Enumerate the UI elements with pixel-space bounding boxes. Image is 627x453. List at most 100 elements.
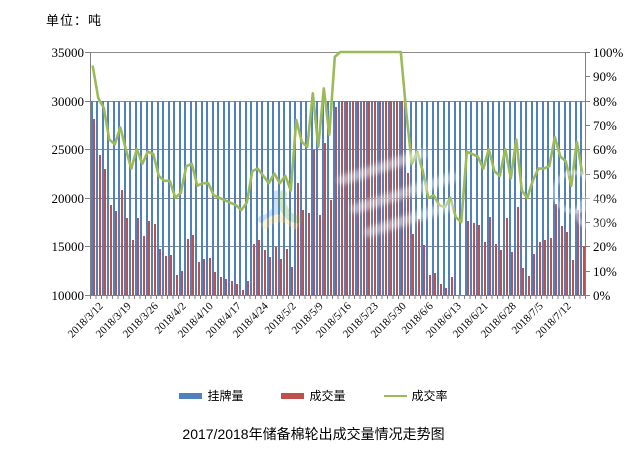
deal-bar (406, 172, 409, 295)
deal-bar (511, 252, 514, 295)
deal-bar (98, 155, 101, 295)
deal-bar (126, 218, 129, 295)
deal-bar (351, 100, 354, 295)
deal-bar (142, 235, 145, 295)
chart-title: 2017/2018年储备棉轮出成交量情况走势图 (182, 426, 445, 442)
left-axis-tick (85, 246, 90, 248)
deal-bar (505, 218, 508, 295)
deal-bar (219, 276, 222, 295)
unit-label: 单位：吨 (46, 13, 103, 28)
y-axis-tick-label: 30000 (51, 93, 85, 109)
deal-bar (153, 224, 156, 295)
deal-bar (192, 234, 195, 295)
deal-bar (582, 246, 585, 295)
deal-bar (313, 150, 316, 295)
gridline (90, 52, 585, 53)
listed-bar (217, 100, 220, 295)
deal-bar (527, 275, 530, 295)
deal-bar (483, 241, 486, 295)
deal-bar (170, 255, 173, 295)
left-axis-tick (85, 197, 90, 199)
listed-bar (442, 100, 445, 295)
deal-bar (522, 267, 525, 295)
listed-bar (239, 100, 242, 295)
listed-bar (525, 100, 528, 295)
listed-bar (222, 100, 225, 295)
left-axis-tick (85, 149, 90, 151)
deal-bar (467, 221, 470, 295)
deal-bar (412, 233, 415, 295)
right-axis-tick (585, 100, 590, 102)
right-axis-tick (585, 246, 590, 248)
deal-bar (428, 274, 431, 295)
deal-bar (395, 100, 398, 295)
deal-bar (417, 219, 420, 295)
deal-bar (324, 143, 327, 295)
deal-bar (494, 243, 497, 295)
rate-axis-tick-label: 10% (593, 263, 617, 279)
deal-bar (335, 107, 338, 295)
x-axis-ticks (90, 295, 586, 299)
deal-bar (181, 270, 184, 295)
left-axis-tick (85, 100, 90, 102)
deal-bar (291, 266, 294, 295)
deal-bar (159, 249, 162, 295)
deal-bar (93, 119, 96, 295)
deal-bar (566, 231, 569, 295)
deal-bar (175, 274, 178, 295)
deal-bar (346, 100, 349, 295)
deal-bar (555, 203, 558, 295)
deal-bar (544, 239, 547, 295)
listed-bar (228, 100, 231, 295)
deal-bar (225, 279, 228, 295)
deal-swatch (281, 392, 305, 399)
listed-bar (211, 100, 214, 295)
deal-bar (560, 226, 563, 295)
legend-item-deal: 成交量 (281, 387, 346, 404)
deal-bar (340, 100, 343, 295)
deal-bar (197, 262, 200, 295)
deal-bar (252, 243, 255, 295)
deal-bar (280, 259, 283, 295)
deal-bar (500, 250, 503, 295)
y-axis-tick-label: 20000 (51, 190, 85, 206)
deal-bar (390, 100, 393, 295)
rate-axis-tick-label: 40% (593, 190, 617, 206)
deal-bar (362, 100, 365, 295)
secondary-axis-line (585, 52, 586, 295)
deal-bar (549, 237, 552, 295)
rate-axis-tick-label: 80% (593, 93, 617, 109)
deal-bar (379, 100, 382, 295)
right-axis-tick (585, 149, 590, 151)
rate-axis-tick-label: 30% (593, 215, 617, 231)
deal-bar (214, 271, 217, 295)
deal-bar (203, 259, 206, 295)
deal-bar (423, 244, 426, 295)
deal-bar (208, 258, 211, 295)
legend-label-rate: 成交率 (411, 389, 448, 403)
y-axis-tick-label: 35000 (51, 45, 85, 60)
deal-bar (104, 168, 107, 295)
listed-bar (244, 100, 247, 295)
deal-bar (115, 211, 118, 295)
rate-axis-tick-label: 60% (593, 142, 617, 158)
legend-item-listed: 挂牌量 (179, 387, 243, 404)
right-axis-tick (585, 197, 590, 199)
listed-bar (431, 100, 434, 295)
deal-bar (478, 225, 481, 295)
deal-bar (450, 276, 453, 295)
deal-bar (368, 100, 371, 295)
deal-bar (236, 284, 239, 295)
right-axis-tick (585, 124, 590, 126)
deal-bar (373, 100, 376, 295)
deal-bar (120, 190, 123, 295)
deal-bar (329, 199, 332, 295)
right-axis-tick (585, 173, 590, 175)
legend-item-rate: 成交率 (383, 387, 448, 404)
rate-axis-tick-label: 50% (593, 166, 617, 182)
y-axis-tick-label: 25000 (51, 142, 85, 158)
deal-bar (302, 209, 305, 295)
listed-bar (437, 100, 440, 295)
deal-bar (434, 272, 437, 295)
